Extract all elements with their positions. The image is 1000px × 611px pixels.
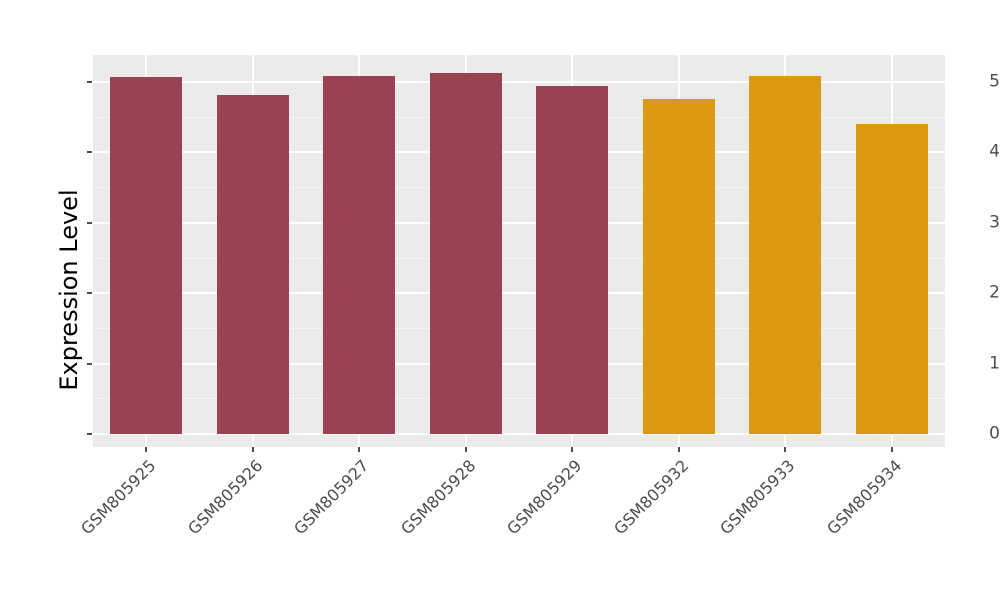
y-tick-mark xyxy=(87,433,92,435)
x-tick-mark xyxy=(464,447,467,452)
x-tick-mark xyxy=(784,447,787,452)
x-tick-mark xyxy=(145,447,148,452)
gridline-minor-horizontal xyxy=(93,187,945,189)
gridline-minor-horizontal xyxy=(93,116,945,118)
gridline-minor-horizontal xyxy=(93,327,945,329)
y-tick-label: 3 xyxy=(989,212,1000,233)
gridline-major-horizontal xyxy=(93,362,945,365)
gridline-major-horizontal xyxy=(93,221,945,224)
gridline-minor-horizontal xyxy=(93,398,945,400)
bar[interactable] xyxy=(323,75,396,434)
y-tick-mark xyxy=(87,362,92,365)
y-axis-title: Expression Level xyxy=(55,189,83,391)
y-tick-label: 2 xyxy=(989,282,1000,303)
x-tick-mark xyxy=(251,447,254,452)
gridline-major-horizontal xyxy=(93,81,945,83)
y-tick-label: 1 xyxy=(989,353,1000,374)
plot-panel xyxy=(93,55,945,447)
x-tick-mark xyxy=(571,447,574,452)
gridline-major-horizontal xyxy=(93,292,945,295)
gridline-major-horizontal xyxy=(93,433,945,435)
y-tick-label: 5 xyxy=(989,71,1000,92)
y-tick-mark xyxy=(87,292,92,295)
bar[interactable] xyxy=(749,75,822,434)
y-tick-label: 0 xyxy=(989,423,1000,444)
bar[interactable] xyxy=(429,72,502,434)
x-tick-mark xyxy=(358,447,361,452)
bar[interactable] xyxy=(110,77,183,434)
y-tick-mark xyxy=(87,221,92,224)
y-tick-mark xyxy=(87,151,92,154)
bar[interactable] xyxy=(216,94,289,434)
bar[interactable] xyxy=(536,85,609,434)
bar[interactable] xyxy=(642,98,715,434)
y-tick-label: 4 xyxy=(989,141,1000,162)
y-tick-mark xyxy=(87,81,92,83)
gridline-minor-horizontal xyxy=(93,257,945,259)
gridline-major-horizontal xyxy=(93,151,945,154)
x-tick-mark xyxy=(677,447,680,452)
x-tick-mark xyxy=(890,447,893,452)
bar[interactable] xyxy=(855,123,928,434)
